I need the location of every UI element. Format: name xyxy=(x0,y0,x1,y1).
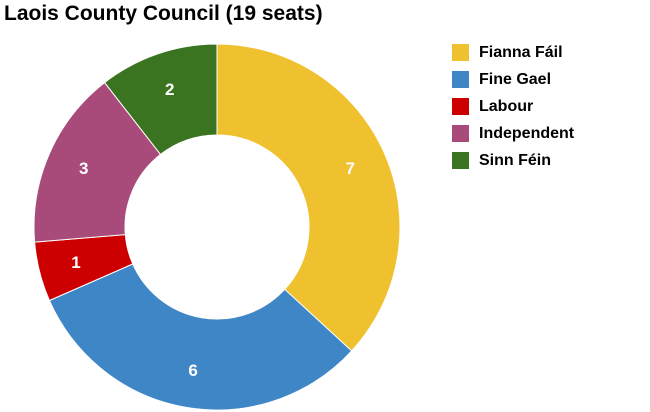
legend-swatch xyxy=(452,125,469,142)
legend-label: Sinn Féin xyxy=(479,151,551,169)
legend-swatch xyxy=(452,71,469,88)
legend-item: Sinn Féin xyxy=(452,147,574,174)
legend-item: Fianna Fáil xyxy=(452,39,574,66)
legend-item: Fine Gael xyxy=(452,66,574,93)
legend-label: Labour xyxy=(479,97,534,115)
legend-label: Independent xyxy=(479,124,575,142)
slice-value-label: 6 xyxy=(188,361,197,380)
donut-slice-fine-gael xyxy=(48,263,353,411)
chart-title: Laois County Council (19 seats) xyxy=(4,2,323,25)
slice-value-label: 1 xyxy=(71,253,80,272)
slice-value-label: 3 xyxy=(79,159,88,178)
donut-slice-independent xyxy=(33,81,162,243)
slice-value-label: 2 xyxy=(165,80,174,99)
donut-slice-fianna-fáil xyxy=(216,43,401,352)
legend-item: Independent xyxy=(452,120,574,147)
legend-item: Labour xyxy=(452,93,574,120)
legend-label: Fianna Fáil xyxy=(479,43,563,61)
legend: Fianna Fáil Fine Gael Labour Independent Sin… xyxy=(452,39,574,174)
legend-swatch xyxy=(452,44,469,61)
slice-value-label: 7 xyxy=(346,159,355,178)
legend-swatch xyxy=(452,152,469,169)
legend-swatch xyxy=(452,98,469,115)
donut-slice-sinn-féin xyxy=(103,43,218,156)
legend-label: Fine Gael xyxy=(479,70,552,88)
